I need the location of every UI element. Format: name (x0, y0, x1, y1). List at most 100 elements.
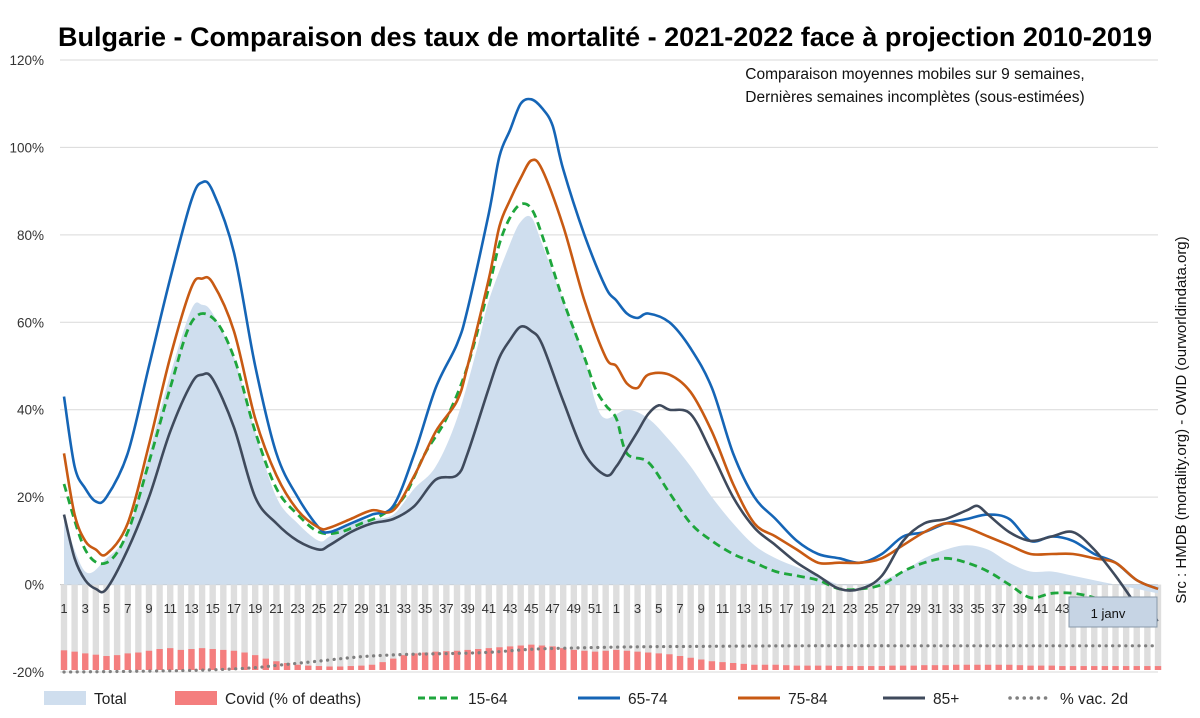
background-bar (113, 584, 121, 670)
x-tick-label: 23 (290, 601, 304, 616)
covid-bar (846, 666, 854, 670)
x-tick-label: 11 (163, 601, 177, 616)
background-bar (740, 584, 747, 670)
background-bar (687, 584, 694, 670)
x-tick-label: 5 (655, 601, 662, 616)
covid-bar (963, 664, 971, 670)
background-bar (1037, 584, 1045, 670)
background-bar (984, 584, 992, 670)
background-bar (953, 584, 960, 670)
covid-bar (358, 665, 365, 670)
x-tick-label: 17 (227, 601, 241, 616)
background-bar (198, 584, 206, 670)
background-bar (613, 584, 620, 670)
background-bar (761, 584, 769, 670)
x-tick-label: 43 (503, 601, 517, 616)
background-bar (358, 584, 365, 670)
series-lines (62, 97, 1160, 674)
background-bar (676, 584, 684, 670)
background-bar (528, 584, 535, 670)
covid-bar (453, 650, 461, 670)
covid-bar (1091, 666, 1098, 670)
x-tick-label: 41 (1034, 601, 1048, 616)
covid-bar (538, 645, 546, 670)
series-s7584-line (62, 158, 1159, 591)
x-tick-label: 13 (737, 601, 751, 616)
x-tick-label: 15 (205, 601, 219, 616)
covid-bar (708, 661, 716, 670)
x-tick-label: 9 (145, 601, 152, 616)
background-bar (942, 584, 949, 670)
subtitle-line-1: Comparaison moyennes mobiles sur 9 semai… (745, 66, 1084, 83)
background-bar (145, 584, 153, 670)
background-bar (878, 584, 886, 670)
x-tick-label: 49 (567, 601, 581, 616)
covid-bar (1069, 666, 1077, 670)
covid-bar (942, 665, 949, 670)
x-tick-label: 3 (634, 601, 641, 616)
covid-bar (974, 664, 981, 670)
covid-bar (549, 646, 556, 670)
covid-bar (326, 666, 333, 670)
legend-swatch (175, 691, 217, 705)
total-area (64, 215, 1158, 594)
covid-bar (294, 664, 301, 670)
covid-bar (644, 652, 652, 670)
background-bar (591, 584, 599, 670)
covid-bar (220, 649, 227, 670)
background-bar (666, 584, 673, 670)
background-bar (655, 584, 662, 670)
background-bar (825, 584, 832, 670)
background-bar (899, 584, 907, 670)
x-tick-label: 1 (60, 601, 67, 616)
x-tick-label: 31 (375, 601, 389, 616)
covid-bar (475, 649, 482, 670)
x-tick-label: 25 (312, 601, 326, 616)
background-bar (475, 584, 482, 670)
covid-bar (1027, 665, 1034, 670)
covid-bar (868, 666, 875, 670)
background-bar (549, 584, 556, 670)
covid-bar (209, 649, 216, 670)
covid-bar (113, 655, 121, 670)
x-tick-label: 13 (184, 601, 198, 616)
covid-bar (368, 664, 376, 670)
background-bar (124, 584, 131, 670)
covid-bar (506, 646, 514, 670)
background-bar (496, 584, 503, 670)
background-bar (273, 584, 280, 670)
covid-bar (305, 665, 312, 670)
legend-item-vac: % vac. 2d (1008, 691, 1128, 708)
covid-bar (432, 651, 439, 670)
background-bar (963, 584, 971, 670)
x-tick-label: 3 (82, 601, 89, 616)
covid-bar (1048, 665, 1055, 670)
background-bar (379, 584, 386, 670)
background-bar (177, 584, 185, 670)
background-bar (729, 584, 737, 670)
x-tick-label: 11 (716, 601, 730, 616)
background-bar (719, 584, 726, 670)
background-bar (432, 584, 439, 670)
covid-bar (613, 649, 620, 670)
covid-bar (92, 654, 100, 670)
background-bar (305, 584, 312, 670)
covid-bar (135, 652, 142, 670)
legend-label: 85+ (933, 691, 959, 708)
y-tick-label: 20% (17, 490, 44, 505)
background-bar (421, 584, 429, 670)
background-bar (846, 584, 854, 670)
x-tick-label: 9 (698, 601, 705, 616)
covid-bar (124, 653, 131, 670)
background-bar (241, 584, 248, 670)
covid-bar (103, 656, 110, 670)
legend-item-s85: 85+ (883, 691, 959, 708)
background-bar (1154, 584, 1162, 670)
background-bar (92, 584, 100, 670)
legend-label: Covid (% of deaths) (225, 691, 361, 708)
background-bar (581, 584, 588, 670)
background-bar (230, 584, 238, 670)
covid-bar (251, 655, 259, 670)
legend-swatch (44, 691, 86, 705)
